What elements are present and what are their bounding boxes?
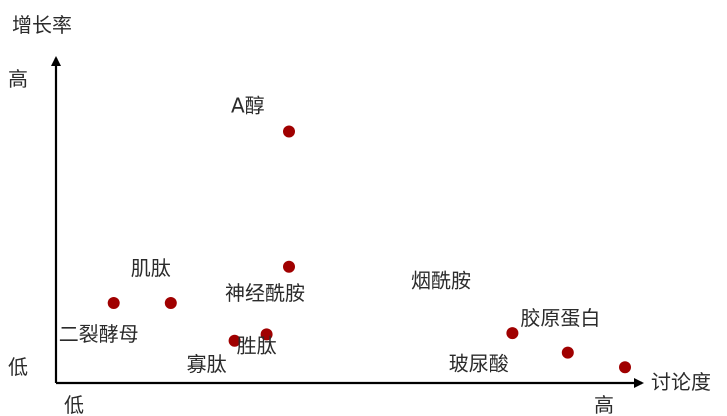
y-tick-low: 低	[8, 355, 28, 379]
x-tick-high: 高	[594, 393, 614, 416]
y-axis-title: 增长率	[12, 13, 72, 37]
data-points	[107, 125, 631, 374]
data-point	[164, 297, 177, 309]
data-label: A醇	[231, 94, 265, 118]
data-label: 胜肽	[237, 333, 277, 357]
data-point	[228, 334, 241, 347]
data-label: 烟酰胺	[411, 268, 471, 292]
x-tick-low: 低	[64, 393, 84, 416]
data-label: 胶原蛋白	[520, 306, 600, 330]
data-label: 二裂酵母	[59, 322, 139, 346]
data-point	[506, 327, 519, 340]
data-point	[107, 297, 120, 309]
data-label: 寡肽	[187, 352, 227, 376]
data-label: 肌肽	[131, 256, 171, 280]
data-point	[283, 260, 295, 273]
data-point	[619, 361, 631, 374]
data-point	[283, 125, 295, 138]
y-tick-high: 高	[8, 67, 28, 91]
data-label: 神经酰胺	[225, 281, 305, 305]
data-point	[260, 328, 273, 341]
data-point	[561, 346, 574, 359]
data-label: 玻尿酸	[449, 352, 509, 376]
x-axis-title: 讨论度	[651, 370, 711, 394]
